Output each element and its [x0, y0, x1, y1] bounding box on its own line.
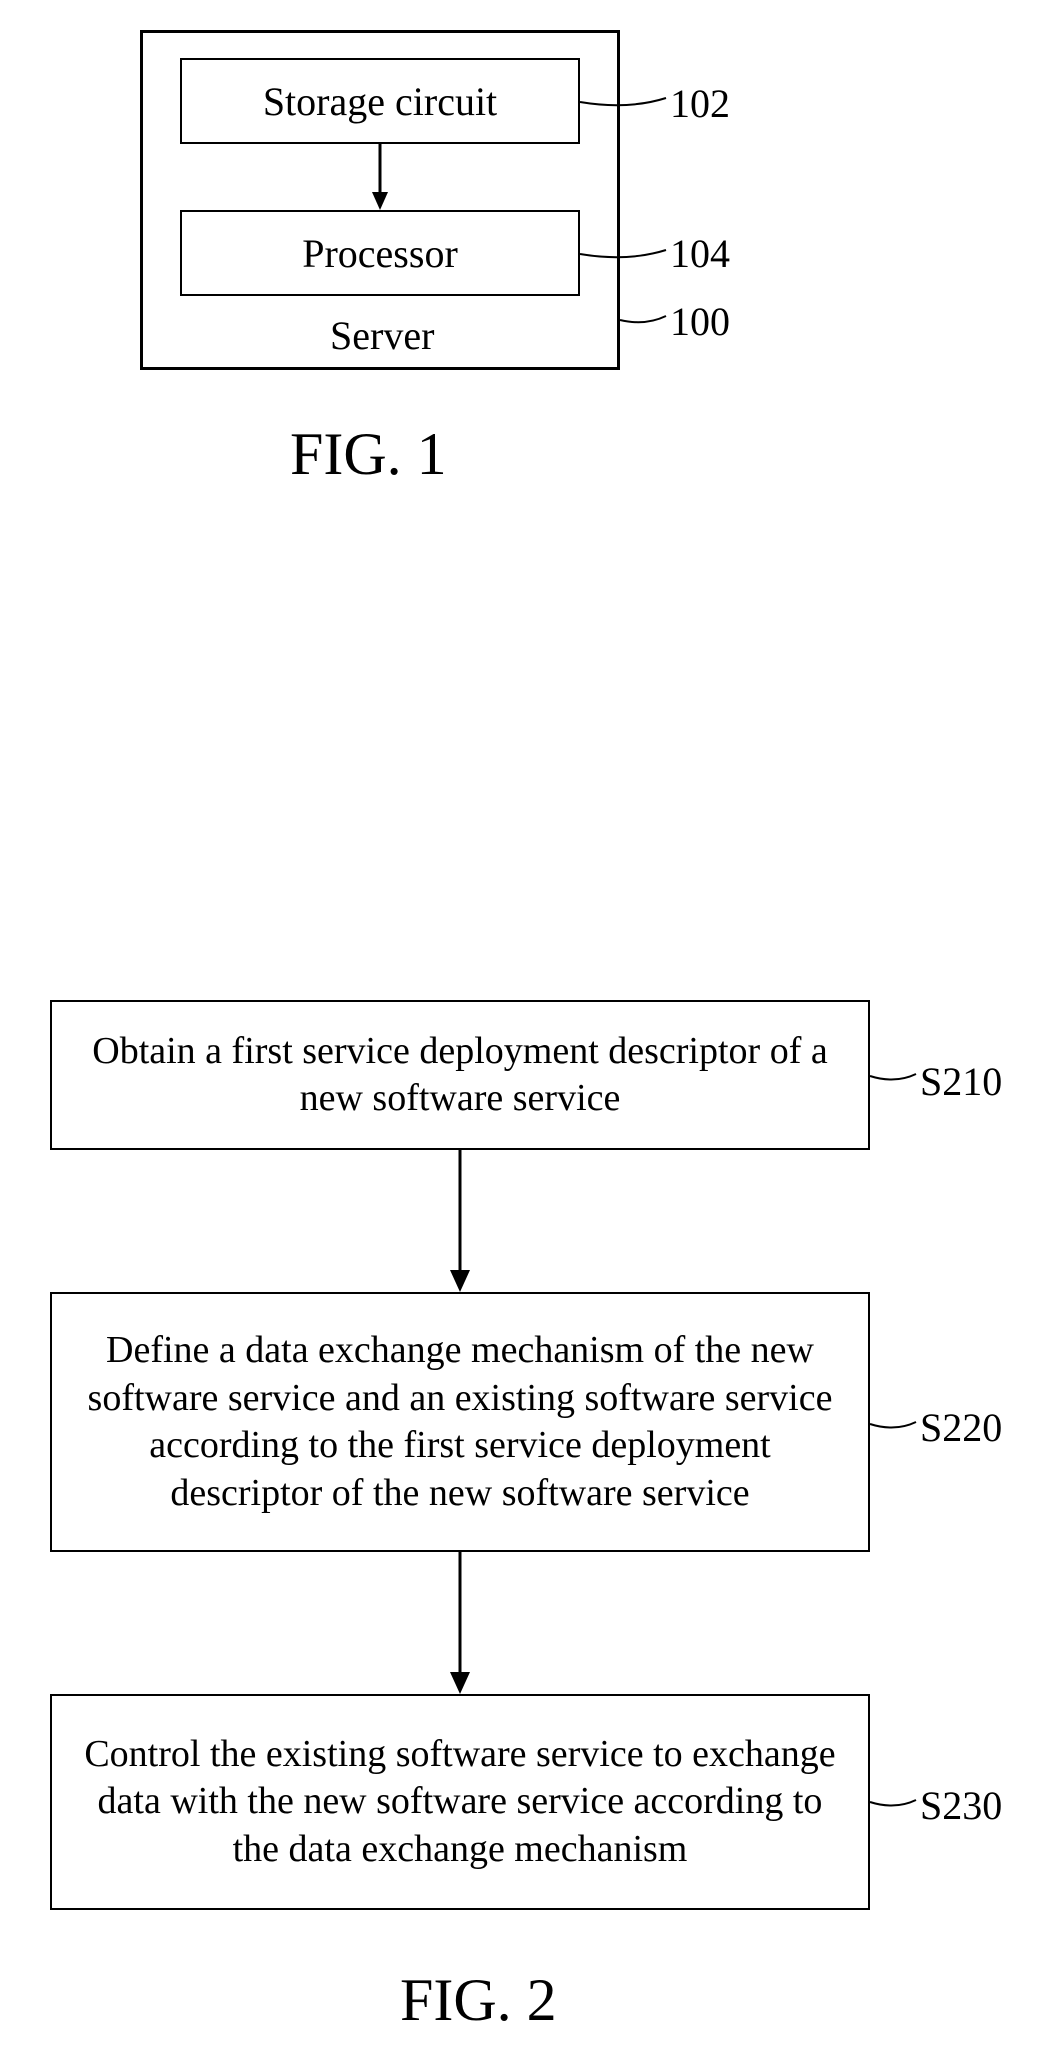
fig2-caption: FIG. 2	[400, 1966, 557, 2035]
fig2-step3-callout-curve	[0, 0, 1060, 2061]
fig2-step3-callout-label: S230	[920, 1782, 1002, 1829]
